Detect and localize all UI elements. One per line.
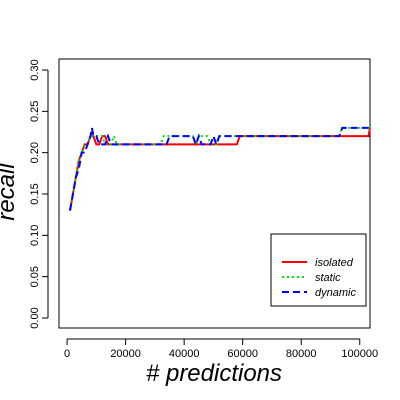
series-layer	[69, 126, 371, 211]
legend-box	[270, 233, 367, 307]
x-tick-label: 100000	[341, 348, 378, 360]
legend-label-dynamic: dynamic	[315, 287, 356, 299]
legend-label-isolated: isolated	[315, 257, 354, 269]
y-tick-label: 0.05	[29, 266, 41, 287]
x-tick-label: 0	[64, 348, 70, 360]
series-line-isolated	[69, 127, 371, 211]
y-tick-label: 0.20	[29, 142, 41, 163]
x-tick-label: 80000	[286, 348, 317, 360]
plot-frame	[58, 58, 371, 329]
x-tick-label: 20000	[110, 348, 141, 360]
y-tick-label: 0.25	[29, 101, 41, 122]
legend-items: isolated static dynamic	[282, 257, 356, 299]
series-line-static	[69, 126, 370, 211]
y-tick-label: 0.00	[29, 307, 41, 328]
series-line-dynamic	[69, 126, 370, 211]
x-axis-title: # predictions	[146, 360, 282, 387]
legend-label-static: static	[315, 272, 341, 284]
x-tick-label: 60000	[227, 348, 258, 360]
y-tick-label: 0.15	[29, 183, 41, 204]
y-tick-label: 0.10	[29, 225, 41, 246]
x-axis: 0 20000 40000 60000 80000 100000	[64, 338, 378, 360]
x-tick-label: 40000	[169, 348, 200, 360]
y-tick-label: 0.30	[29, 59, 41, 80]
y-axis: 0.00 0.05 0.10 0.15 0.20 0.25 0.30	[29, 59, 49, 329]
legend: isolated static dynamic	[270, 233, 367, 307]
y-axis-title: recall	[0, 163, 20, 221]
